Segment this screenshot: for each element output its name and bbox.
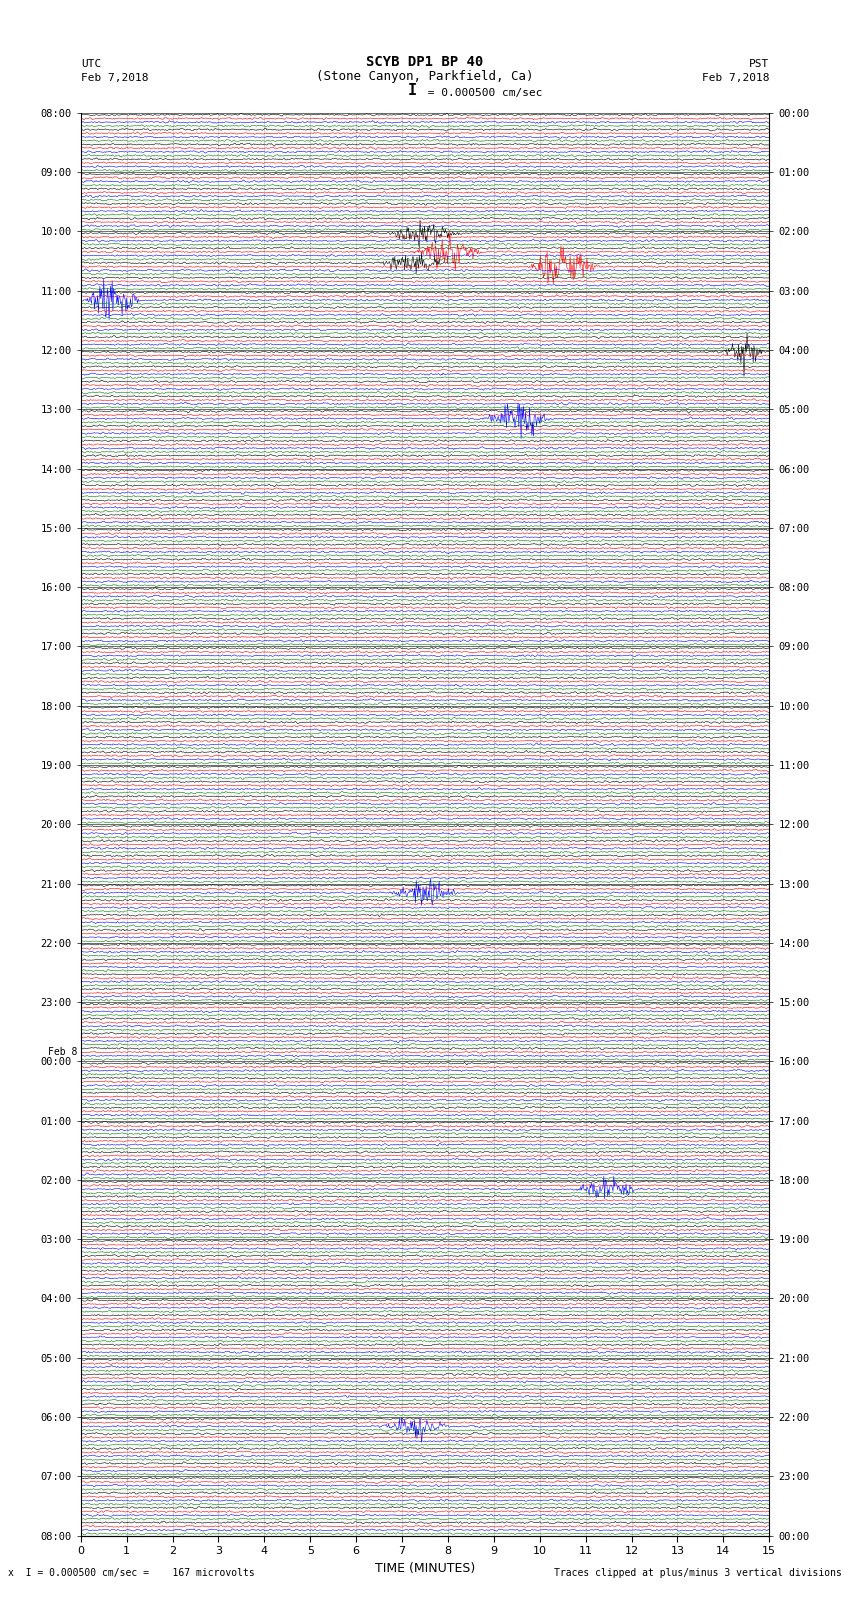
Text: PST: PST (749, 58, 769, 69)
Text: Traces clipped at plus/minus 3 vertical divisions: Traces clipped at plus/minus 3 vertical … (553, 1568, 842, 1578)
Text: Feb 7,2018: Feb 7,2018 (81, 73, 148, 84)
Text: x  I = 0.000500 cm/sec =    167 microvolts: x I = 0.000500 cm/sec = 167 microvolts (8, 1568, 255, 1578)
Text: SCYB DP1 BP 40: SCYB DP1 BP 40 (366, 55, 484, 69)
Text: UTC: UTC (81, 58, 101, 69)
Text: Feb 7,2018: Feb 7,2018 (702, 73, 769, 84)
Text: I: I (408, 82, 416, 97)
Text: = 0.000500 cm/sec: = 0.000500 cm/sec (421, 87, 542, 97)
X-axis label: TIME (MINUTES): TIME (MINUTES) (375, 1561, 475, 1574)
Text: (Stone Canyon, Parkfield, Ca): (Stone Canyon, Parkfield, Ca) (316, 69, 534, 84)
Text: Feb 8: Feb 8 (48, 1047, 77, 1057)
